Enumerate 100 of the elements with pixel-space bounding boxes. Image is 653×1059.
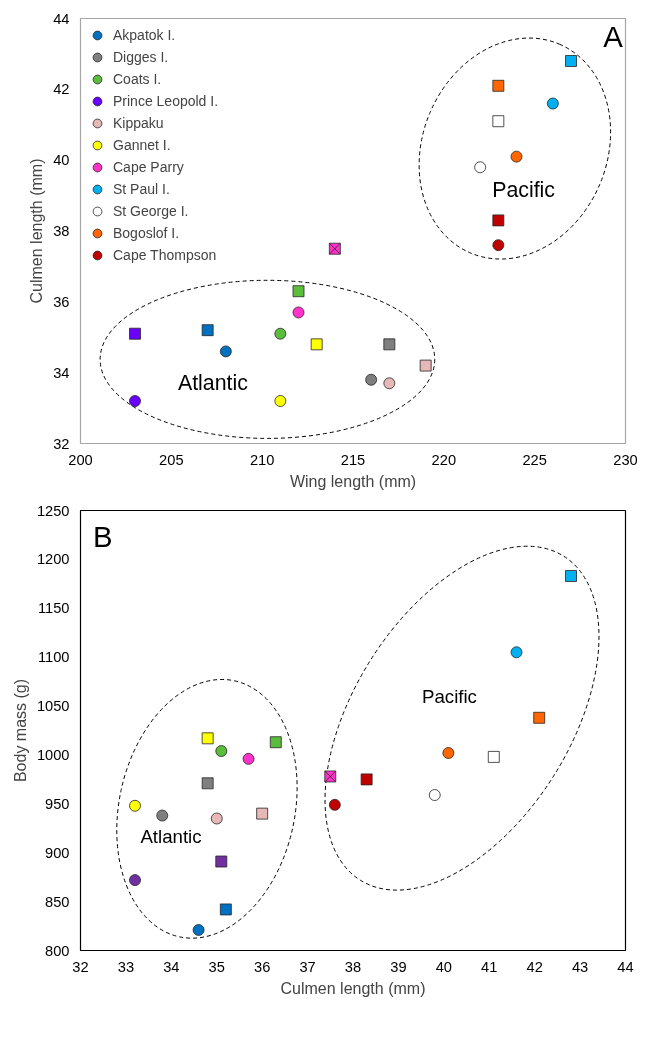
x-tick-label: 37 (299, 958, 316, 975)
annotation: Atlantic (140, 825, 202, 847)
point (274, 395, 287, 407)
point (492, 239, 505, 252)
x-axis-title: Wing length (mm) (289, 472, 417, 490)
x-axis-title: Culmen length (mm) (280, 979, 426, 997)
point (565, 55, 577, 67)
annotation: A (603, 19, 624, 53)
point (274, 327, 287, 340)
point (129, 395, 141, 407)
point (201, 732, 214, 745)
point (365, 373, 378, 386)
y-axis-title: Body mass (g) (11, 678, 29, 783)
legend-label: Cape Thompson (113, 246, 217, 265)
x-tick-label: 42 (526, 958, 543, 975)
y-tick-label: 1050 (36, 698, 70, 715)
point (129, 799, 141, 812)
x-tick-label: 43 (571, 958, 589, 975)
legend-label: Cape Parry (113, 158, 184, 177)
y-tick-label: 42 (53, 81, 70, 98)
legend-label: Prince Leopold I. (113, 92, 219, 111)
point (292, 285, 305, 298)
point (565, 570, 577, 582)
point (383, 377, 396, 390)
point (428, 789, 441, 801)
point (256, 807, 269, 820)
point (201, 777, 214, 790)
x-tick-label: 38 (344, 958, 362, 975)
x-tick-label: 33 (117, 958, 135, 975)
point (492, 214, 505, 227)
x-tick-label: 34 (163, 958, 180, 975)
y-axis-title: Culmen length (mm) (28, 158, 46, 304)
point (328, 798, 341, 811)
point (487, 751, 500, 763)
point (201, 324, 214, 337)
y-tick-label: 800 (45, 942, 70, 959)
legend-label: Bogoslof I. (113, 224, 180, 243)
legend-label: St Paul I. (113, 180, 170, 199)
point (129, 874, 141, 886)
y-tick-label: 32 (53, 435, 70, 452)
x-tick-label: 230 (613, 451, 638, 468)
point (292, 306, 305, 319)
point (210, 812, 223, 825)
y-tick-label: 1250 (36, 502, 70, 519)
x-tick-label: 215 (340, 451, 366, 468)
point (474, 161, 487, 174)
point (219, 345, 232, 358)
legend-label: Digges I. (113, 48, 169, 67)
point (510, 646, 523, 659)
x-tick-label: 36 (254, 958, 271, 975)
y-tick-label: 1200 (36, 551, 70, 568)
point (492, 115, 505, 128)
legend-label: Kippaku (113, 114, 164, 133)
x-tick-label: 220 (431, 451, 457, 468)
point (129, 327, 141, 340)
x-tick-label: 205 (159, 451, 184, 468)
point (546, 97, 559, 110)
x-tick-label: 35 (208, 958, 225, 975)
point (215, 745, 228, 757)
point (492, 79, 505, 92)
point (510, 150, 523, 163)
y-tick-label: 1100 (37, 649, 70, 666)
x-tick-label: 200 (68, 451, 93, 468)
y-tick-label: 38 (53, 223, 70, 239)
legend-label: Coats I. (113, 70, 162, 89)
point (324, 770, 337, 783)
y-tick-label: 950 (45, 795, 70, 812)
point (533, 711, 546, 724)
x-tick-label: 39 (390, 958, 407, 975)
point (360, 773, 373, 786)
point (419, 359, 432, 372)
y-tick-label: 44 (53, 10, 70, 27)
annotation: Atlantic (177, 371, 249, 396)
point (310, 338, 323, 351)
legend-label: Gannet I. (113, 136, 171, 155)
point (219, 903, 232, 916)
point (269, 736, 282, 749)
point (192, 924, 205, 936)
x-tick-label: 210 (249, 451, 275, 468)
x-tick-label: 44 (617, 958, 634, 975)
point (215, 855, 228, 868)
x-tick-label: 225 (522, 451, 547, 468)
legend-label: St George I. (113, 202, 189, 221)
y-tick-label: 40 (53, 152, 70, 169)
y-tick-label: 900 (45, 844, 70, 861)
point (242, 752, 255, 765)
point (156, 809, 169, 822)
legend-label: Akpatok I. (113, 26, 176, 45)
annotation: Pacific (492, 178, 556, 203)
y-tick-label: 1150 (37, 600, 70, 617)
y-tick-label: 1000 (36, 746, 70, 763)
point (328, 242, 341, 255)
y-tick-label: 850 (45, 893, 70, 910)
x-tick-label: 32 (72, 958, 89, 975)
point (383, 338, 396, 351)
annotation: B (93, 519, 113, 553)
annotation: Pacific (421, 685, 477, 707)
y-tick-label: 36 (53, 293, 70, 310)
x-tick-label: 41 (481, 958, 498, 975)
x-tick-label: 40 (435, 958, 452, 975)
